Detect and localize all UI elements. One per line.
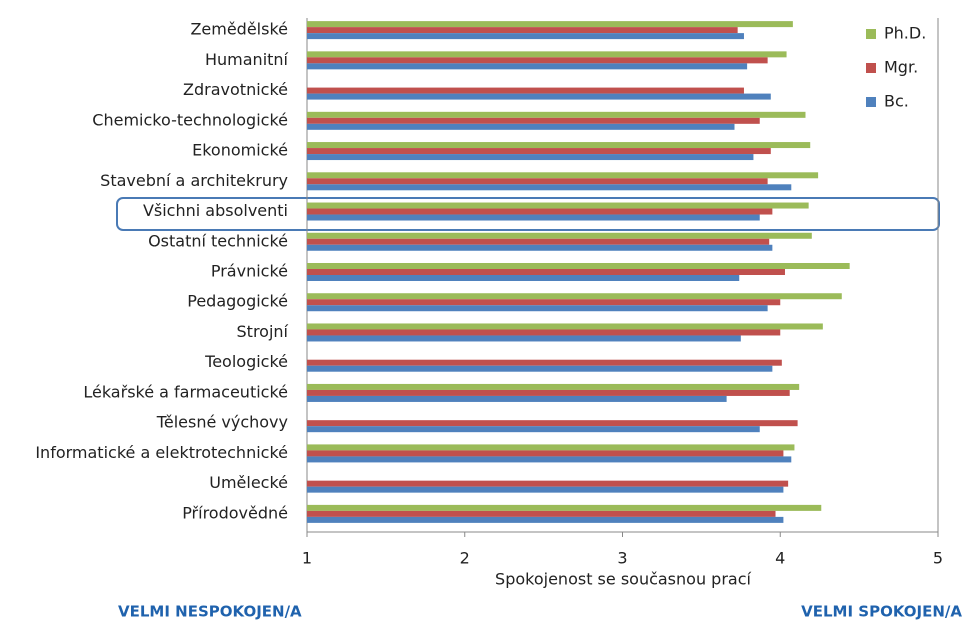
bar <box>307 335 741 342</box>
bar <box>307 444 795 451</box>
bar <box>307 154 754 161</box>
bar <box>307 480 789 487</box>
bar <box>307 516 784 523</box>
bar <box>307 51 787 58</box>
bar <box>307 123 735 130</box>
y-tick-label: Teologické <box>204 352 288 371</box>
bar <box>307 359 782 366</box>
bar <box>307 117 760 124</box>
bar <box>307 244 773 251</box>
bar <box>307 214 760 221</box>
y-tick-label: Zemědělské <box>190 20 288 39</box>
y-tick-label: Všichni absolventi <box>143 201 288 220</box>
y-tick-label: Stavební a architekrury <box>100 171 288 190</box>
bar <box>307 275 740 281</box>
bar <box>307 269 785 275</box>
bar <box>307 486 784 493</box>
highlight-box <box>116 197 940 231</box>
y-tick-label: Zdravotnické <box>183 80 288 99</box>
bar <box>307 263 850 269</box>
x-axis-label: Spokojenost se současnou prací <box>495 570 751 589</box>
bar <box>307 395 727 402</box>
annotation: VELMI SPOKOJEN/A <box>801 603 962 621</box>
bar <box>307 202 809 209</box>
y-tick-label: Právnické <box>211 262 288 281</box>
bar <box>307 238 770 245</box>
x-tick-label: 1 <box>302 549 312 568</box>
legend-swatch <box>866 97 876 107</box>
bar <box>307 142 811 149</box>
bar <box>307 383 800 390</box>
y-tick-label: Ostatní technické <box>148 231 288 250</box>
bar <box>307 184 792 191</box>
bar <box>307 504 822 511</box>
y-tick-label: Strojní <box>237 322 289 341</box>
y-tick-label: Informatické a elektrotechnické <box>35 443 288 462</box>
legend-swatch <box>866 29 876 39</box>
bar <box>307 389 790 396</box>
x-tick-label: 4 <box>775 549 785 568</box>
legend-label: Bc. <box>884 92 909 111</box>
bar <box>307 510 776 517</box>
y-tick-label: Tělesné výchovy <box>156 413 288 432</box>
y-tick-label: Humanitní <box>205 50 289 69</box>
bar <box>307 365 773 372</box>
legend-label: Mgr. <box>884 58 918 77</box>
bar <box>307 420 798 427</box>
x-tick-label: 2 <box>460 549 470 568</box>
bar <box>307 329 781 336</box>
x-tick-label: 3 <box>617 549 627 568</box>
bar <box>307 57 768 64</box>
bar <box>307 178 768 185</box>
legend-label: Ph.D. <box>884 24 926 43</box>
bar <box>307 299 781 306</box>
bar <box>307 450 784 457</box>
bar <box>307 456 792 463</box>
bar <box>307 172 819 179</box>
bar <box>307 323 823 330</box>
bar <box>307 208 773 215</box>
y-tick-label: Pedagogické <box>187 292 288 311</box>
bar <box>307 293 842 300</box>
annotation: VELMI NESPOKOJEN/A <box>118 603 302 621</box>
bar <box>307 21 793 28</box>
bar <box>307 426 760 433</box>
bar <box>307 93 771 100</box>
y-tick-label: Přírodovědné <box>182 503 288 522</box>
bar <box>307 63 748 70</box>
bar <box>307 87 744 94</box>
y-tick-label: Umělecké <box>209 473 288 492</box>
x-tick-label: 5 <box>933 549 943 568</box>
y-tick-label: Lékařské a farmaceutické <box>83 382 288 401</box>
bar <box>307 111 806 118</box>
bar <box>307 148 771 155</box>
y-tick-label: Chemicko-technologické <box>92 110 288 129</box>
bar <box>307 305 768 312</box>
bar <box>307 232 812 239</box>
bar <box>307 33 744 40</box>
y-tick-label: Ekonomické <box>192 141 288 160</box>
legend-swatch <box>866 63 876 73</box>
bar <box>307 27 738 34</box>
